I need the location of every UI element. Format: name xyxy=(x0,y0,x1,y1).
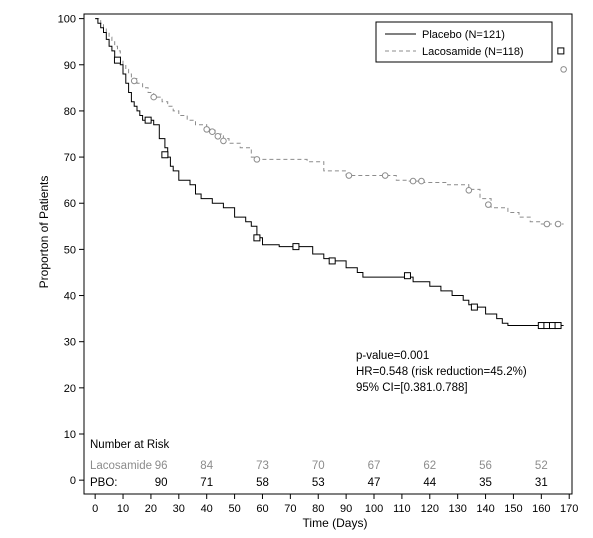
number-at-risk-table: Number at Risk Lacosamide PBO: 96 84 73 70 6… xyxy=(90,439,548,489)
risk-count-cell: 96 xyxy=(155,460,168,472)
risk-count-cell: 70 xyxy=(312,460,325,472)
confidence-interval-text: 95% CI=[0.381.0.788] xyxy=(356,382,468,394)
x-tick-label: 160 xyxy=(532,503,550,515)
y-tick-label: 100 xyxy=(58,14,76,26)
x-axis: 0 10 20 30 40 50 60 70 80 90 100 110 120 130 140 150 160… xyxy=(92,494,578,515)
placebo-censor-mark xyxy=(253,234,261,242)
placebo-censor-mark xyxy=(161,151,169,159)
risk-count-cell: 35 xyxy=(479,477,492,489)
y-tick-label: 70 xyxy=(64,152,76,164)
placebo-censor-mark xyxy=(113,56,121,64)
lacosamide-censor-mark xyxy=(418,177,425,185)
lacosamide-censor-mark xyxy=(203,126,210,133)
lacosamide-censor-mark xyxy=(543,220,551,228)
x-tick-label: 50 xyxy=(228,503,240,515)
lacosamide-censor-mark xyxy=(409,177,417,185)
lacosamide-censor-mark xyxy=(220,137,227,145)
y-tick-label: 80 xyxy=(64,106,76,118)
y-tick-label: 0 xyxy=(70,475,76,487)
y-tick-label: 60 xyxy=(64,198,76,210)
risk-count-cell: 52 xyxy=(535,460,548,472)
placebo-line xyxy=(95,18,564,326)
lacosamide-censor-mark xyxy=(150,93,158,101)
placebo-censor-mark xyxy=(328,257,336,265)
lacosamide-line xyxy=(95,18,564,225)
x-tick-label: 60 xyxy=(256,503,268,515)
lacosamide-censor-mark xyxy=(214,133,222,140)
risk-count-cell: 31 xyxy=(535,477,548,489)
x-tick-label: 130 xyxy=(448,503,466,515)
series-lacosamide xyxy=(95,18,567,228)
statistics-annotation: p-value=0.001 HR=0.548 (risk reduction=4… xyxy=(356,350,527,394)
placebo-censor-mark xyxy=(554,322,562,330)
x-tick-label: 110 xyxy=(393,503,411,515)
risk-count-cell: 47 xyxy=(368,477,381,489)
risk-count-cell: 56 xyxy=(479,460,492,472)
legend-lacosamide-label: Lacosamide (N=118) xyxy=(422,46,524,58)
y-tick-label: 40 xyxy=(64,291,76,303)
placebo-censor-mark xyxy=(144,116,152,124)
lacosamide-censor-mark xyxy=(253,156,261,163)
x-tick-label: 80 xyxy=(312,503,324,515)
lacosamide-censor-mark xyxy=(208,128,216,135)
placebo-censor-mark xyxy=(292,243,300,251)
risk-count-cell: 73 xyxy=(256,460,269,472)
y-axis: 0 10 20 30 40 50 60 70 80 90 100 xyxy=(58,14,84,487)
lacosamide-censor-mark xyxy=(465,187,473,194)
lacosamide-censor-mark xyxy=(381,172,389,179)
hazard-ratio-text: HR=0.548 (risk reduction=45.2%) xyxy=(356,366,527,378)
legend-box xyxy=(375,21,553,63)
legend: Placebo (N=121) Lacosamide (N=118) xyxy=(375,21,553,63)
x-tick-label: 20 xyxy=(145,503,157,515)
x-tick-label: 120 xyxy=(421,503,439,515)
risk-count-cell: 58 xyxy=(256,477,269,489)
y-tick-label: 50 xyxy=(64,244,76,256)
x-axis-label: Time (Days) xyxy=(303,516,368,530)
x-tick-label: 70 xyxy=(284,503,296,515)
y-tick-label: 30 xyxy=(64,337,76,349)
x-tick-label: 90 xyxy=(340,503,352,515)
x-tick-label: 150 xyxy=(504,503,522,515)
risk-count-cell: 84 xyxy=(200,460,213,472)
x-tick-label: 30 xyxy=(173,503,185,515)
risk-count-cell: 71 xyxy=(200,477,213,489)
y-tick-label: 90 xyxy=(64,60,76,72)
p-value-text: p-value=0.001 xyxy=(356,350,429,362)
y-axis-label: Proporton of Patients xyxy=(37,176,51,289)
x-tick-label: 100 xyxy=(365,503,383,515)
x-tick-label: 170 xyxy=(560,503,578,515)
risk-count-cell: 90 xyxy=(155,477,168,489)
x-tick-label: 10 xyxy=(117,503,129,515)
plot-frame xyxy=(83,13,573,495)
lacosamide-censor-mark xyxy=(560,66,567,73)
x-tick-label: 0 xyxy=(92,503,98,515)
risk-count-cell: 62 xyxy=(423,460,436,472)
lacosamide-censor-mark xyxy=(554,220,562,228)
number-at-risk-title: Number at Risk xyxy=(90,439,169,451)
placebo-censor-mark xyxy=(403,272,411,280)
risk-count-cell: 53 xyxy=(312,477,325,489)
placebo-censor-mark xyxy=(470,303,478,311)
placebo-censor-mark xyxy=(557,47,565,55)
x-tick-label: 40 xyxy=(201,503,213,515)
lacosamide-censor-mark xyxy=(130,77,138,85)
lacosamide-censor-mark xyxy=(485,201,492,208)
x-tick-label: 140 xyxy=(476,503,494,515)
risk-row-label-lacosamide: Lacosamide xyxy=(90,460,152,472)
risk-row-label-pbo: PBO: xyxy=(90,477,117,489)
lacosamide-censor-mark xyxy=(345,172,353,179)
y-tick-label: 20 xyxy=(64,383,76,395)
series-placebo xyxy=(95,18,565,330)
risk-count-cell: 67 xyxy=(368,460,381,472)
risk-count-cell: 44 xyxy=(423,477,436,489)
y-tick-label: 10 xyxy=(64,429,76,441)
legend-placebo-label: Placebo (N=121) xyxy=(422,29,505,41)
